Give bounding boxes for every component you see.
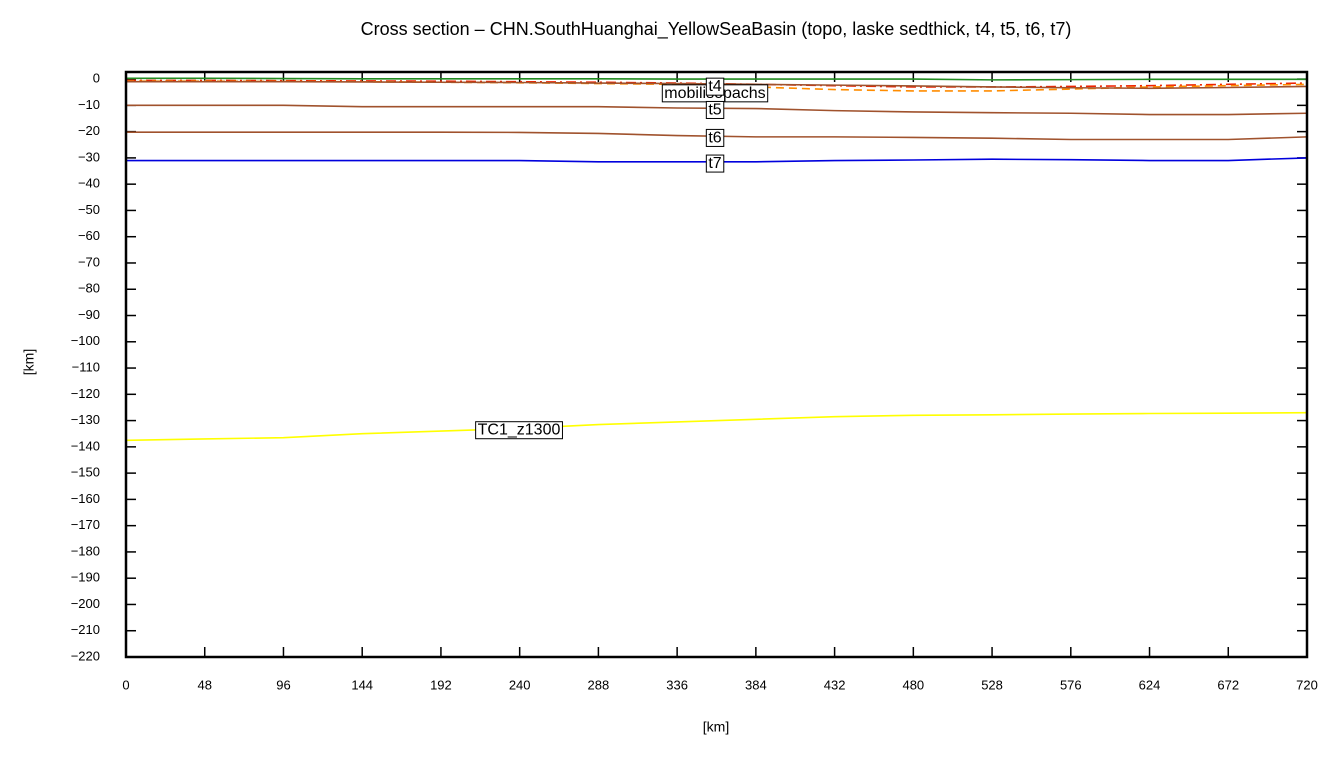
y-tick-label: −200 (71, 596, 100, 611)
x-tick-label: 192 (430, 677, 452, 692)
x-axis-label: [km] (703, 719, 729, 735)
label-box (705, 100, 725, 119)
y-tick-label: −10 (78, 97, 100, 112)
label-box (475, 421, 563, 440)
y-tick-label: −110 (72, 359, 100, 374)
y-tick-label: −220 (71, 648, 100, 663)
x-tick-label: 144 (351, 677, 373, 692)
y-tick-label: −80 (78, 281, 100, 296)
y-tick-label: −40 (78, 176, 100, 191)
x-tick-label: 336 (666, 677, 688, 692)
x-tick-label: 96 (276, 677, 290, 692)
y-tick-label: −210 (71, 622, 100, 637)
y-tick-label: −130 (71, 412, 100, 427)
x-tick-label: 288 (588, 677, 610, 692)
label-box (705, 154, 725, 173)
x-tick-label: 624 (1139, 677, 1161, 692)
y-tick-label: −180 (71, 543, 100, 558)
series-line (125, 411, 1308, 442)
y-tick-label: −90 (78, 307, 100, 322)
series-label: t6 (708, 129, 721, 146)
y-tick-label: −140 (71, 438, 100, 453)
y-tick-label: 0 (93, 71, 100, 86)
x-tick-label: 672 (1217, 677, 1239, 692)
x-tick-label: 240 (509, 677, 531, 692)
label-box (705, 128, 725, 147)
y-tick-label: −150 (71, 465, 100, 480)
y-tick-label: −170 (71, 517, 100, 532)
series-label: t7 (708, 155, 721, 172)
x-tick-label: 576 (1060, 677, 1082, 692)
y-tick-label: −100 (71, 333, 100, 348)
x-tick-label: 528 (981, 677, 1003, 692)
x-tick-label: 720 (1296, 677, 1318, 692)
x-tick-label: 0 (122, 677, 129, 692)
y-tick-label: −120 (71, 386, 100, 401)
y-tick-label: −20 (78, 123, 100, 138)
series-label: TC1_z1300 (478, 422, 561, 439)
x-tick-label: 432 (824, 677, 846, 692)
y-tick-label: −50 (78, 202, 100, 217)
y-axis-label: [km] (21, 349, 37, 375)
x-tick-label: 384 (745, 677, 767, 692)
y-tick-label: −70 (78, 254, 100, 269)
series-line (126, 79, 1308, 88)
y-tick-label: −190 (71, 570, 100, 585)
series-label: t5 (708, 101, 721, 118)
series-label: t4 (708, 78, 721, 95)
plot-frame (124, 70, 1309, 659)
y-tick-label: −30 (78, 149, 100, 164)
x-tick-label: 48 (197, 677, 211, 692)
y-tick-label: −60 (78, 228, 100, 243)
label-box (705, 77, 725, 96)
chart-title: Cross section – CHN.SouthHuanghai_Yellow… (361, 19, 1072, 40)
x-tick-label: 480 (902, 677, 924, 692)
y-tick-label: −160 (71, 491, 100, 506)
